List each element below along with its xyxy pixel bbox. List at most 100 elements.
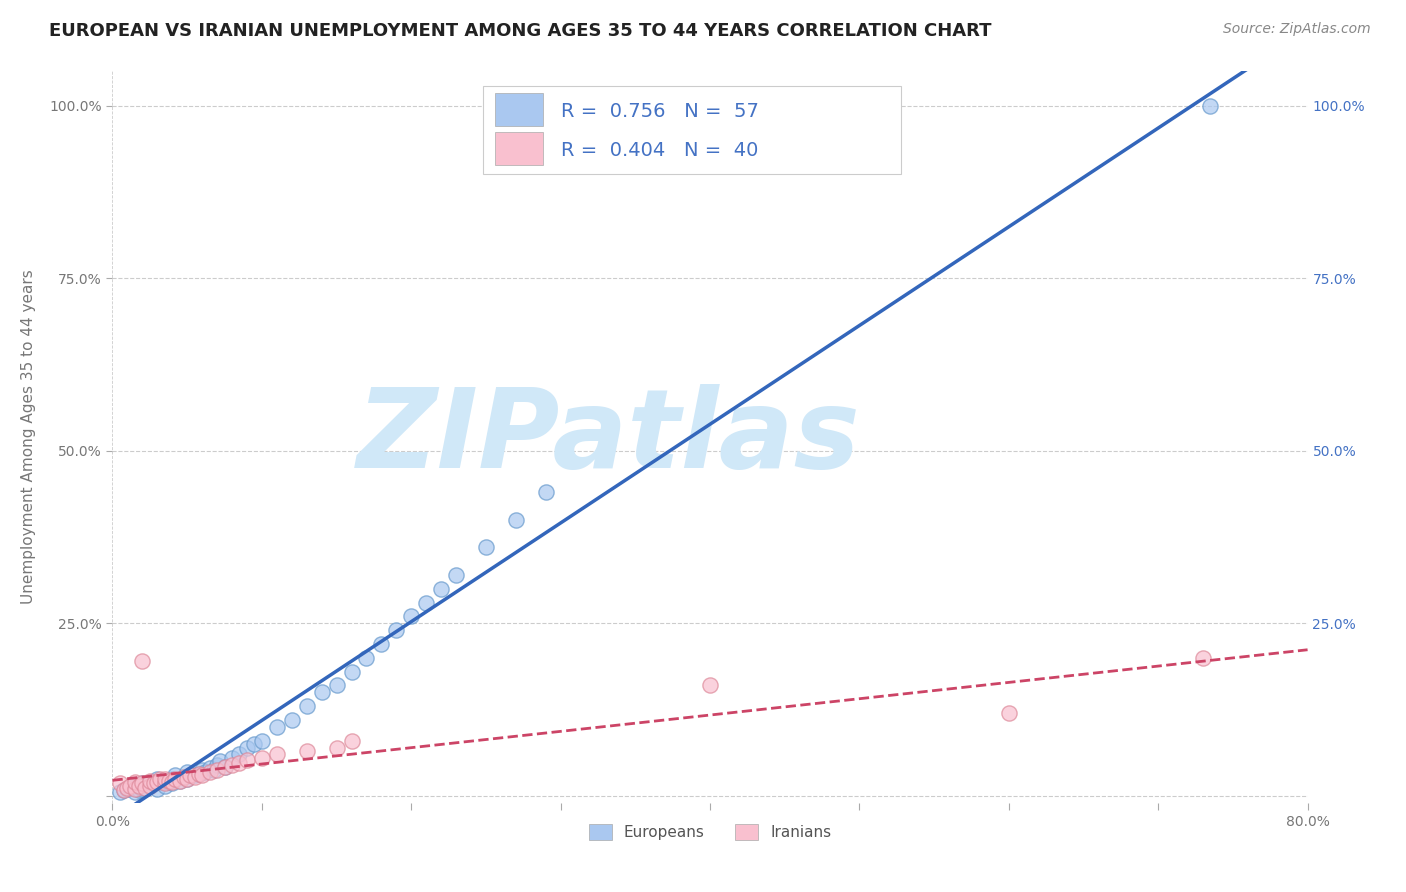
Point: [236, 740, 259, 755]
FancyBboxPatch shape: [484, 86, 901, 174]
Point: [128, 779, 150, 793]
Point: [153, 772, 176, 786]
Point: [214, 760, 236, 774]
Text: ZIPatlas: ZIPatlas: [357, 384, 860, 491]
Text: Source: ZipAtlas.com: Source: ZipAtlas.com: [1223, 22, 1371, 37]
Point: [173, 770, 195, 784]
Point: [162, 772, 183, 786]
Point: [149, 775, 172, 789]
Point: [169, 773, 191, 788]
Point: [165, 768, 187, 782]
Point: [325, 678, 347, 692]
Point: [325, 740, 347, 755]
Point: [534, 485, 557, 500]
Point: [124, 785, 146, 799]
Point: [188, 767, 211, 781]
Point: [250, 751, 273, 765]
Point: [139, 779, 162, 793]
Point: [505, 513, 527, 527]
Point: [340, 733, 363, 747]
Point: [146, 782, 169, 797]
Point: [114, 783, 135, 797]
Point: [176, 772, 198, 786]
Point: [430, 582, 453, 596]
Point: [1199, 99, 1222, 113]
Point: [157, 773, 180, 788]
Point: [128, 783, 150, 797]
Point: [198, 764, 221, 779]
Point: [221, 757, 243, 772]
Point: [281, 713, 304, 727]
Point: [228, 756, 250, 770]
Text: R =  0.756   N =  57: R = 0.756 N = 57: [561, 102, 758, 121]
Point: [311, 685, 333, 699]
Point: [139, 775, 162, 789]
Point: [162, 775, 183, 789]
Point: [124, 779, 146, 793]
Point: [131, 782, 153, 797]
Point: [444, 568, 467, 582]
Point: [117, 780, 139, 795]
Point: [205, 757, 228, 772]
Point: [143, 776, 166, 790]
Point: [114, 783, 135, 797]
Point: [356, 651, 378, 665]
Point: [124, 775, 146, 789]
Point: [221, 751, 243, 765]
Point: [146, 772, 169, 786]
Point: [169, 773, 191, 788]
Point: [209, 755, 232, 769]
Point: [146, 775, 169, 789]
Point: [415, 596, 437, 610]
Point: [228, 747, 250, 762]
Point: [205, 763, 228, 777]
Point: [143, 776, 166, 790]
Point: [266, 720, 288, 734]
Point: [120, 779, 142, 793]
Point: [173, 770, 195, 784]
Point: [131, 654, 153, 668]
Point: [1192, 651, 1215, 665]
Point: [385, 624, 408, 638]
Point: [131, 776, 153, 790]
Point: [153, 779, 176, 793]
Point: [266, 747, 288, 762]
Point: [153, 776, 176, 790]
Point: [134, 780, 156, 795]
Point: [191, 763, 214, 777]
Point: [131, 776, 153, 790]
Point: [340, 665, 363, 679]
Text: R =  0.404   N =  40: R = 0.404 N = 40: [561, 141, 758, 160]
Point: [162, 776, 183, 790]
Text: EUROPEAN VS IRANIAN UNEMPLOYMENT AMONG AGES 35 TO 44 YEARS CORRELATION CHART: EUROPEAN VS IRANIAN UNEMPLOYMENT AMONG A…: [49, 22, 991, 40]
Point: [153, 773, 176, 788]
Point: [165, 772, 187, 786]
Point: [157, 775, 180, 789]
Point: [139, 779, 162, 793]
Point: [120, 780, 142, 795]
Point: [370, 637, 392, 651]
Point: [250, 733, 273, 747]
Point: [236, 753, 259, 767]
Point: [194, 764, 217, 779]
Point: [214, 760, 236, 774]
Point: [295, 744, 318, 758]
Bar: [495, 132, 543, 165]
Point: [108, 785, 131, 799]
Point: [134, 780, 156, 795]
Point: [188, 767, 211, 781]
Legend: Europeans, Iranians: Europeans, Iranians: [582, 818, 838, 847]
Y-axis label: Unemployment Among Ages 35 to 44 years: Unemployment Among Ages 35 to 44 years: [21, 269, 35, 605]
Point: [117, 782, 139, 797]
Bar: [495, 94, 543, 126]
Point: [183, 770, 205, 784]
Point: [108, 776, 131, 790]
Point: [243, 737, 266, 751]
Point: [699, 678, 721, 692]
Point: [149, 772, 172, 786]
Point: [401, 609, 423, 624]
Point: [475, 541, 498, 555]
Point: [202, 763, 225, 777]
Point: [176, 772, 198, 786]
Point: [295, 699, 318, 714]
